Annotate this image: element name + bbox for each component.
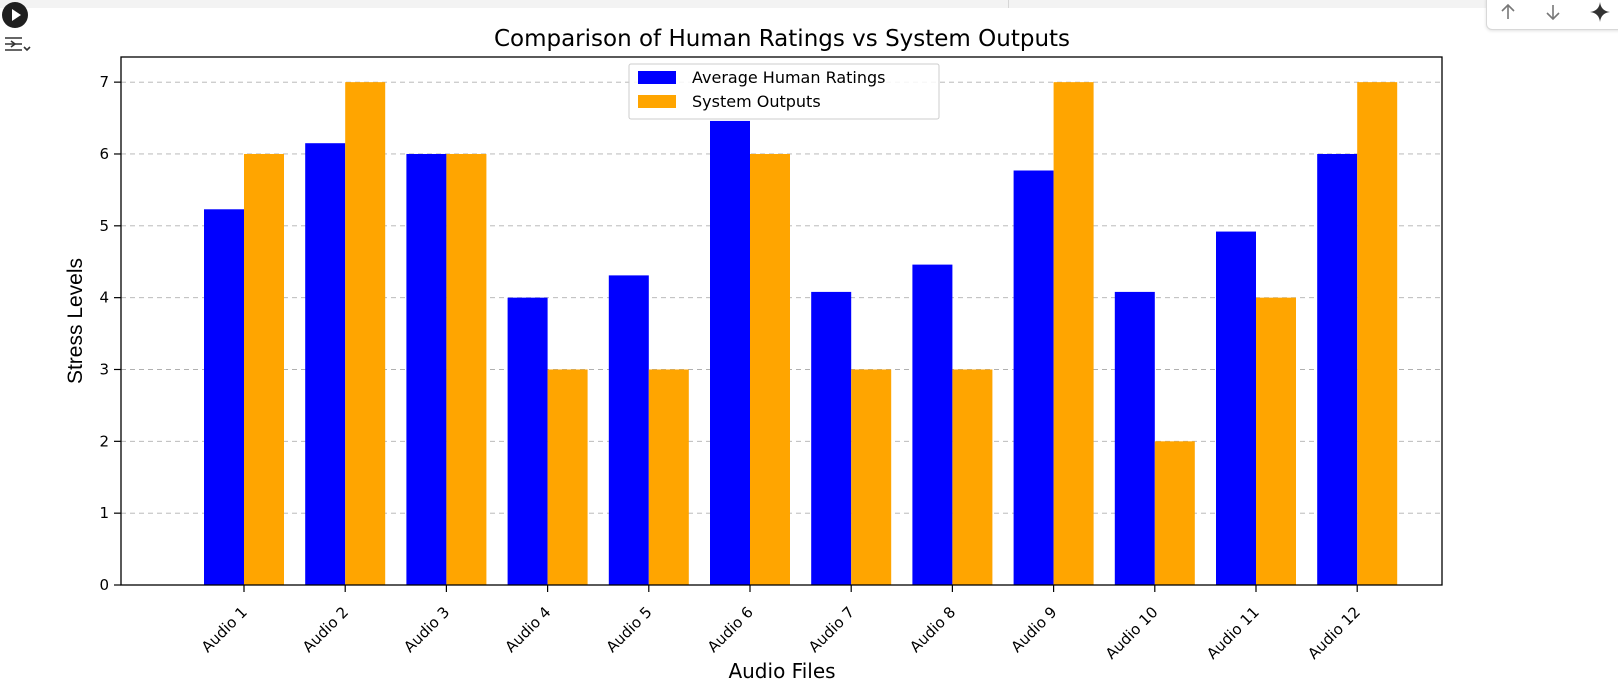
bar-system-output [851, 369, 892, 585]
arrow-down-icon [1546, 5, 1560, 21]
legend: Average Human Ratings System Outputs [628, 63, 940, 120]
chart-title: Comparison of Human Ratings vs System Ou… [494, 26, 1070, 52]
legend-label-system: System Outputs [692, 92, 821, 111]
x-tick-label: Audio 2 [299, 603, 352, 656]
x-tick-label: Audio 12 [1304, 603, 1364, 663]
y-tick-label: 6 [99, 145, 109, 163]
output-settings-button[interactable] [2, 34, 32, 58]
y-tick-label: 4 [99, 289, 109, 307]
gemini-button[interactable] [1587, 0, 1613, 25]
bar-system-output [1053, 82, 1094, 586]
bars [204, 82, 1398, 586]
bar-human-rating [507, 297, 548, 585]
bar-human-rating [608, 275, 649, 585]
y-tick-label: 0 [99, 576, 109, 594]
legend-swatch-human [638, 71, 676, 84]
bar-human-rating [1114, 291, 1155, 585]
x-tick-label: Audio 1 [198, 603, 251, 656]
cell-divider [1008, 0, 1009, 8]
cell-top-bar [0, 0, 1490, 8]
run-cell-button[interactable] [2, 2, 28, 28]
plot-frame [120, 56, 1443, 586]
x-tick-label: Audio 9 [1007, 603, 1060, 656]
output-settings-icon [5, 37, 31, 52]
x-tick-label: Audio 7 [805, 603, 858, 656]
x-tick-label: Audio 4 [501, 603, 554, 656]
bar-human-rating [1013, 170, 1054, 585]
bar-system-output [244, 153, 284, 585]
y-tick-label: 7 [99, 73, 109, 91]
x-tick-label: Audio 10 [1102, 603, 1162, 663]
y-tick-label: 5 [99, 217, 109, 235]
bar-human-rating [406, 153, 447, 585]
bar-system-output [648, 369, 689, 585]
y-tick-label: 1 [99, 504, 109, 522]
play-icon [12, 9, 21, 21]
bar-human-rating [1317, 153, 1358, 585]
x-tick-label: Audio 3 [400, 603, 453, 656]
bar-human-rating [1216, 231, 1256, 585]
bar-system-output [1357, 82, 1398, 586]
move-cell-down-button[interactable] [1540, 0, 1566, 25]
x-tick-label: Audio 11 [1203, 603, 1263, 663]
y-axis-label: Stress Levels [64, 258, 87, 384]
bar-system-output [345, 82, 386, 586]
bar-system-output [446, 153, 487, 585]
x-tick-label: Audio 5 [603, 603, 656, 656]
cell-toolbar [1486, 0, 1618, 30]
move-cell-up-button[interactable] [1495, 0, 1521, 25]
x-tick-label: Audio 6 [704, 603, 757, 656]
legend-box [628, 63, 940, 120]
bar-human-rating [912, 264, 953, 585]
bar-human-rating [710, 120, 750, 585]
bar-human-rating [204, 209, 244, 585]
bar-system-output [750, 153, 790, 585]
legend-label-human: Average Human Ratings [692, 68, 886, 87]
bar-system-output [547, 369, 588, 585]
x-axis-label: Audio Files [728, 659, 835, 683]
sparkle-icon [1590, 2, 1610, 22]
y-tick-label: 2 [99, 432, 109, 450]
bar-system-output [1154, 441, 1195, 585]
bar-system-output [952, 369, 993, 585]
arrow-up-icon [1501, 3, 1515, 19]
bar-human-rating [811, 291, 852, 585]
y-tick-label: 3 [99, 360, 109, 378]
x-tick-label: Audio 8 [906, 603, 959, 656]
legend-swatch-system [638, 95, 676, 108]
bar-system-output [1256, 297, 1296, 585]
bar-human-rating [305, 143, 346, 585]
